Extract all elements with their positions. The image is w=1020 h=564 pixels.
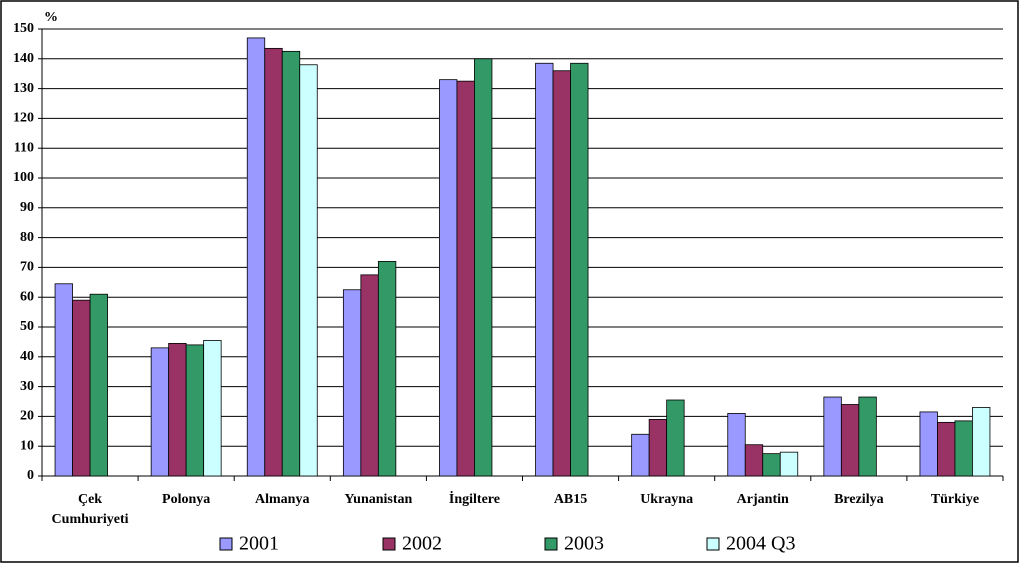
bar <box>648 418 668 477</box>
y-tick-label: 0 <box>27 468 34 483</box>
y-tick-label: 100 <box>13 170 34 185</box>
legend-label: 2004 Q3 <box>726 533 795 555</box>
bar <box>779 451 799 477</box>
bar <box>535 62 554 477</box>
bar <box>439 79 458 477</box>
bar <box>823 396 842 477</box>
bar <box>570 62 589 477</box>
bar <box>456 80 475 477</box>
bar <box>72 299 91 477</box>
x-tick-label: İngiltere <box>448 492 500 507</box>
y-tick-label: 30 <box>20 379 34 394</box>
legend-label: 2003 <box>564 533 604 555</box>
legend-label: 2001 <box>239 533 279 555</box>
legend-swatch <box>544 537 558 551</box>
legend-swatch <box>382 537 396 551</box>
y-tick-label: 60 <box>20 289 34 304</box>
bar <box>185 344 205 477</box>
legend-label: 2002 <box>402 533 442 555</box>
y-tick-label: 10 <box>20 438 34 453</box>
y-tick-label: 130 <box>13 81 34 96</box>
y-axis-label: % <box>44 10 58 25</box>
legend-swatch <box>706 537 720 551</box>
y-tick-label: 50 <box>20 319 34 334</box>
y-tick-label: 20 <box>20 409 34 424</box>
bar <box>54 283 73 477</box>
bar <box>360 274 379 477</box>
y-tick-label: 110 <box>14 140 34 155</box>
bar <box>89 293 108 477</box>
x-tick-label: Yunanistan <box>344 492 413 507</box>
x-tick-label: Polonya <box>162 492 211 507</box>
x-tick-label: Almanya <box>255 492 310 507</box>
bar <box>203 340 222 477</box>
bar <box>840 404 860 477</box>
bar <box>972 407 991 477</box>
x-tick-label: Çek Cumhuriyeti <box>51 492 129 527</box>
bar <box>744 444 764 477</box>
bar <box>858 396 877 477</box>
bar <box>954 420 973 477</box>
bar <box>342 289 362 477</box>
y-tick-label: 40 <box>20 349 34 364</box>
x-tick-label: Arjantin <box>736 492 789 507</box>
bar <box>474 58 493 477</box>
bar <box>264 47 283 477</box>
bar <box>150 347 170 477</box>
bar <box>246 37 266 477</box>
bar <box>631 433 650 477</box>
bar <box>377 261 397 477</box>
x-tick-label: Türkiye <box>930 492 980 507</box>
bar <box>762 453 781 477</box>
bar <box>552 70 571 477</box>
y-tick-label: 80 <box>20 230 34 245</box>
bar <box>937 421 956 477</box>
y-tick-label: 140 <box>13 51 34 66</box>
bar <box>919 411 938 477</box>
y-tick-label: 90 <box>20 200 34 215</box>
bar <box>666 399 685 477</box>
bar <box>281 50 301 477</box>
bar <box>727 413 746 477</box>
bar <box>168 342 187 477</box>
x-tick-label: Ukrayna <box>640 492 694 507</box>
y-tick-label: 70 <box>20 260 34 275</box>
x-tick-label: Brezilya <box>834 492 884 507</box>
bar <box>299 64 318 477</box>
legend-swatch <box>219 537 233 551</box>
y-tick-label: 120 <box>13 111 34 126</box>
y-tick-label: 150 <box>13 21 34 36</box>
x-tick-label: AB15 <box>553 492 588 507</box>
